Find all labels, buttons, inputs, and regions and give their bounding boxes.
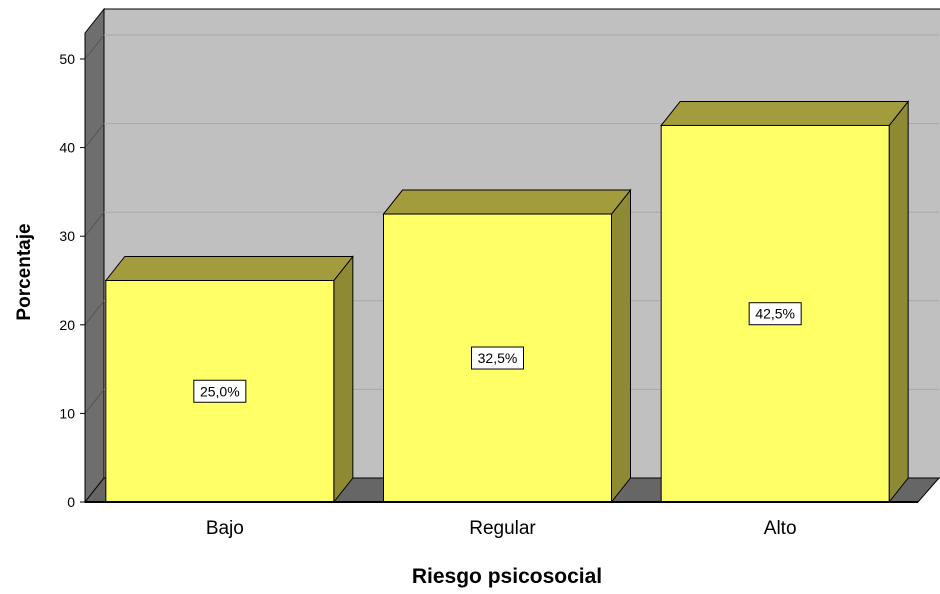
gridline-side <box>84 211 105 237</box>
y-tick-label: 10 <box>59 405 75 421</box>
bar-side <box>888 100 909 504</box>
gridline-side <box>84 389 105 414</box>
y-tick-label: 40 <box>59 140 75 156</box>
y-axis-title: Porcentaje <box>14 223 35 320</box>
bars: 25,0% 32,5% 42,5% <box>104 100 910 504</box>
x-tick-label: Alto <box>764 518 797 539</box>
bar-side <box>611 188 631 504</box>
gridline-side <box>84 123 105 148</box>
data-label-box <box>748 302 802 326</box>
y-tick-labels: 0 10 20 30 40 50 <box>59 51 75 510</box>
data-label: 32,5% <box>478 350 518 366</box>
bar-side <box>333 255 354 504</box>
gridline-side <box>84 300 105 326</box>
y-tick-label: 0 <box>67 494 75 510</box>
data-label: 42,5% <box>755 306 795 322</box>
data-label: 25,0% <box>200 383 240 399</box>
plot-left-wall <box>84 7 105 504</box>
x-axis-title: Riesgo psicosocial <box>412 565 602 588</box>
x-tick-label: Regular <box>469 518 536 539</box>
data-label-box <box>471 346 524 370</box>
x-tick-labels: Bajo Regular Alto <box>206 518 797 539</box>
x-tick-label: Bajo <box>206 518 244 539</box>
y-tick-label: 30 <box>59 228 75 244</box>
bar-top <box>382 189 632 215</box>
y-tick-label: 20 <box>59 317 75 333</box>
y-tick-label: 50 <box>59 51 75 67</box>
bar-top <box>660 100 910 126</box>
axes <box>80 53 918 503</box>
bar-top <box>104 256 354 281</box>
data-label-box <box>193 379 247 403</box>
gridline-side <box>84 34 105 60</box>
